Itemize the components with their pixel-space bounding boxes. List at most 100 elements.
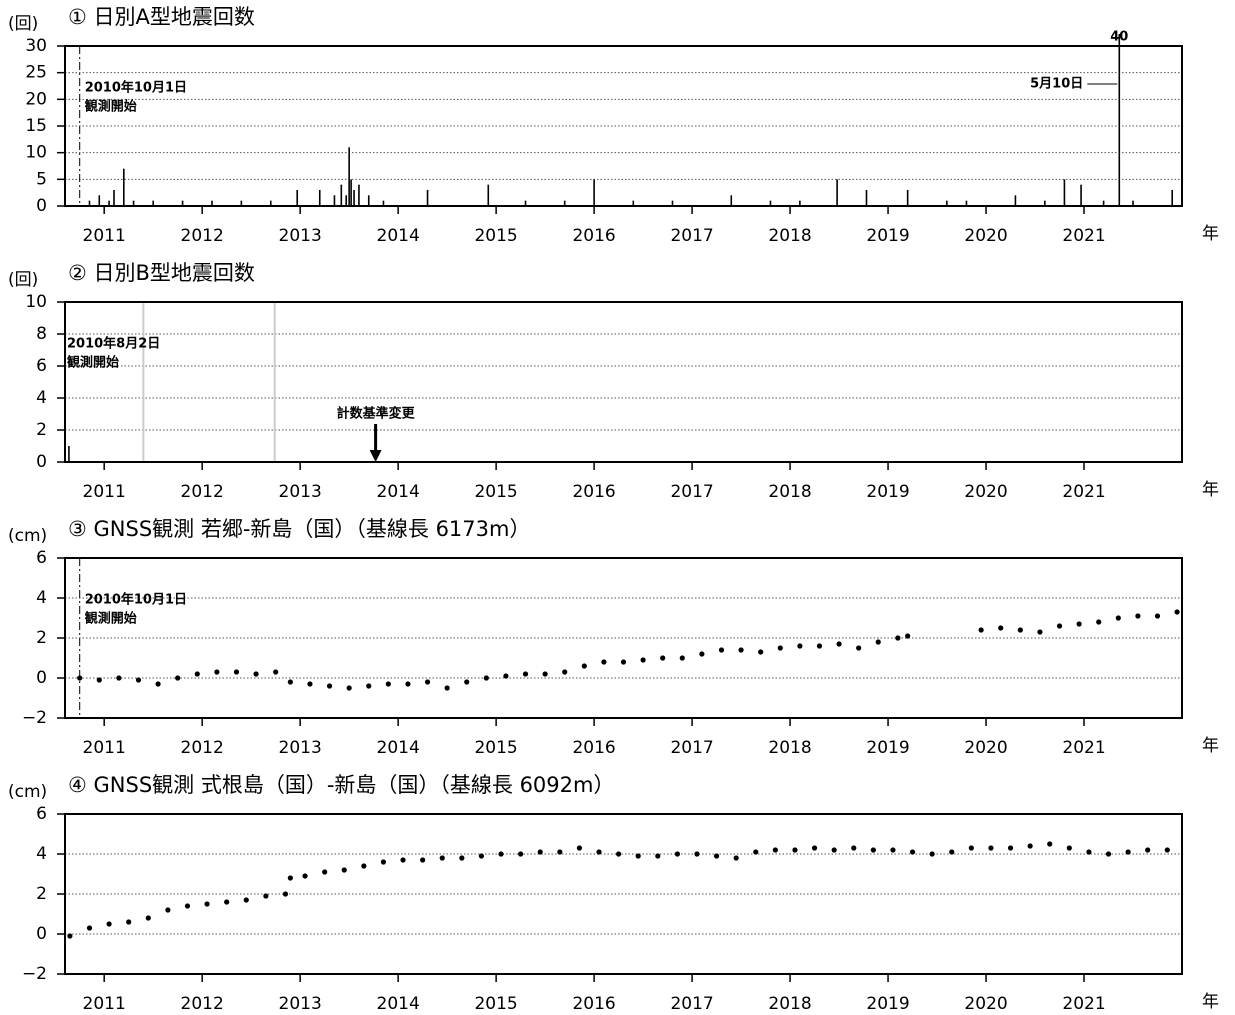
point — [1105, 851, 1112, 857]
x-tick-label: 2017 — [670, 482, 713, 502]
x-tick-label: 2014 — [377, 738, 420, 758]
point — [660, 655, 666, 661]
x-tick-label: 2020 — [964, 738, 1007, 758]
x-tick-label: 2014 — [377, 226, 420, 246]
point — [194, 671, 200, 677]
x-tick-label: 2019 — [866, 482, 909, 502]
y-tick-label: 4 — [36, 844, 47, 864]
chart-title: ② 日別B型地震回数 — [68, 261, 255, 285]
bar — [799, 200, 801, 206]
bar — [333, 195, 336, 206]
point — [464, 679, 470, 685]
bar — [1080, 184, 1082, 206]
y-axis-label: (回) — [8, 270, 38, 290]
x-tick-label: 2016 — [572, 482, 615, 502]
marks — [67, 841, 1170, 939]
point — [424, 679, 431, 685]
y-tick-label: 15 — [25, 116, 47, 136]
x-tick-label: 2011 — [83, 226, 126, 246]
bar — [632, 200, 635, 206]
point — [909, 849, 916, 855]
point — [856, 645, 862, 651]
y-axis-label: (cm) — [8, 782, 47, 802]
point — [1017, 627, 1023, 633]
annotation: 2010年10月1日 — [85, 592, 187, 608]
x-tick-label: 2017 — [670, 994, 713, 1014]
y-tick-label: 10 — [25, 292, 47, 312]
point — [1154, 613, 1161, 619]
bar — [132, 200, 135, 206]
y-tick-label: 0 — [36, 452, 47, 472]
bar — [345, 195, 348, 206]
chart-title: ① 日別A型地震回数 — [68, 5, 255, 29]
point — [96, 677, 102, 683]
x-tick-label: 2019 — [866, 994, 909, 1014]
plot-frame — [64, 813, 1183, 975]
bar — [730, 195, 733, 206]
y-tick-label: 6 — [36, 548, 47, 568]
point — [385, 681, 391, 687]
point — [522, 671, 529, 677]
point — [361, 863, 367, 869]
point — [753, 849, 759, 855]
marks — [88, 34, 1174, 206]
point — [811, 845, 818, 851]
bar — [296, 190, 299, 206]
bar — [836, 179, 838, 206]
point — [400, 857, 406, 863]
point — [346, 685, 352, 691]
bar — [88, 200, 91, 206]
x-tick-label: 2021 — [1062, 482, 1105, 502]
y-tick-label: 25 — [25, 63, 47, 83]
point — [116, 675, 122, 681]
x-tick-label: 2014 — [377, 482, 420, 502]
bar — [1044, 200, 1046, 206]
x-tick-label: 2017 — [670, 226, 713, 246]
x-tick-label: 2021 — [1062, 226, 1105, 246]
bar — [318, 190, 321, 206]
point — [1066, 845, 1072, 851]
point — [67, 933, 73, 939]
point — [562, 669, 568, 675]
plot-frame — [64, 557, 1183, 719]
x-tick-label: 2013 — [279, 994, 322, 1014]
x-tick-label: 2012 — [181, 226, 224, 246]
point — [145, 915, 151, 921]
y-tick-label: 20 — [25, 89, 47, 109]
bar — [1102, 200, 1105, 206]
bar — [181, 200, 184, 206]
point — [307, 681, 313, 687]
y-tick-label: 30 — [25, 36, 47, 56]
annotation: 観測開始 — [84, 99, 137, 115]
bar — [122, 168, 125, 206]
point — [929, 851, 935, 857]
point — [478, 853, 485, 859]
point — [243, 897, 249, 903]
x-tick-label: 2020 — [964, 226, 1007, 246]
point — [380, 859, 387, 865]
bar — [865, 190, 868, 206]
point — [253, 671, 259, 677]
point — [772, 847, 778, 853]
bar — [671, 200, 674, 206]
point — [537, 849, 543, 855]
point — [175, 675, 181, 681]
x-axis-label: 年 — [1202, 480, 1219, 500]
y-tick-label: 10 — [25, 143, 47, 163]
bar — [98, 195, 101, 206]
point — [86, 925, 93, 931]
point — [439, 855, 445, 861]
bar — [152, 200, 154, 206]
point — [890, 847, 896, 853]
annotation: 2010年8月2日 — [67, 336, 160, 352]
y-tick-label: 0 — [36, 196, 47, 216]
point — [282, 891, 289, 897]
point — [777, 645, 783, 651]
point — [165, 907, 171, 913]
x-tick-label: 2017 — [670, 738, 713, 758]
point — [870, 847, 876, 853]
bar — [367, 195, 370, 206]
point — [326, 683, 333, 689]
